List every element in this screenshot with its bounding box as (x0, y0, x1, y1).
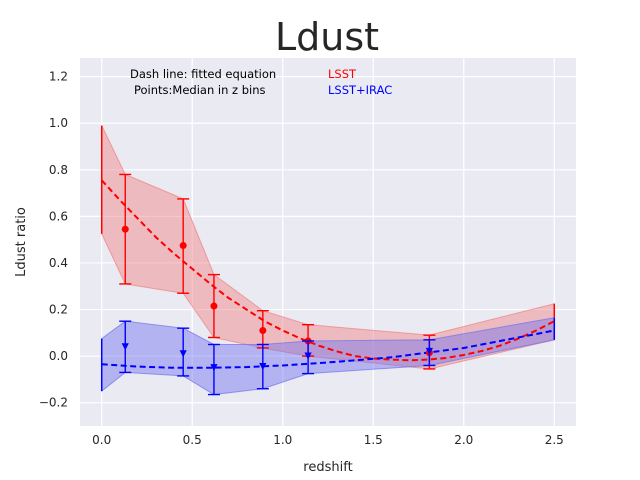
point-lsst-irac (210, 364, 218, 372)
point-lsst (179, 241, 187, 249)
legend-lsst: LSST (328, 67, 357, 81)
point-lsst-irac (121, 343, 129, 351)
annotation-line-2: Points:Median in z bins (134, 83, 266, 97)
data-layer (100, 125, 556, 396)
y-tick-label: −0.2 (39, 396, 68, 410)
legend-lsst-irac: LSST+IRAC (328, 83, 392, 97)
x-tick-label: 2.5 (545, 433, 564, 447)
x-tick-label: 1.0 (273, 433, 292, 447)
point-lsst-irac (304, 352, 312, 360)
y-tick-label: 0.8 (49, 163, 68, 177)
x-tick-label: 0.5 (183, 433, 202, 447)
x-tick-label: 0.0 (92, 433, 111, 447)
tick-layer: 0.0 0.5 1.0 1.5 2.0 2.5 −0.2 0.0 0.2 0.4 0.6 0.8 1.0… (39, 70, 564, 447)
band-lsst-irac (101, 317, 555, 396)
point-lsst-irac (425, 347, 433, 356)
annotation-line-1: Dash line: fitted equation (130, 67, 276, 81)
y-axis-label: Ldust ratio (14, 207, 29, 277)
point-lsst (121, 225, 129, 233)
y-tick-label: 0.0 (49, 349, 68, 363)
chart-title: Ldust (275, 15, 379, 59)
point-lsst (259, 327, 267, 335)
x-axis-label: redshift (303, 460, 352, 475)
x-tick-label: 2.0 (454, 433, 473, 447)
y-tick-label: 0.2 (49, 303, 68, 317)
y-tick-label: 0.4 (49, 256, 68, 270)
fit-curve-lsst-irac (101, 329, 555, 369)
point-lsst-irac (179, 350, 187, 358)
y-tick-label: 1.0 (49, 116, 68, 130)
y-tick-label: 0.6 (49, 209, 68, 223)
point-lsst (210, 302, 218, 310)
point-lsst-irac (259, 363, 267, 371)
x-tick-label: 1.5 (364, 433, 383, 447)
grid (80, 58, 576, 426)
fit-curve-lsst (100, 179, 555, 362)
y-tick-label: 1.2 (49, 70, 68, 84)
